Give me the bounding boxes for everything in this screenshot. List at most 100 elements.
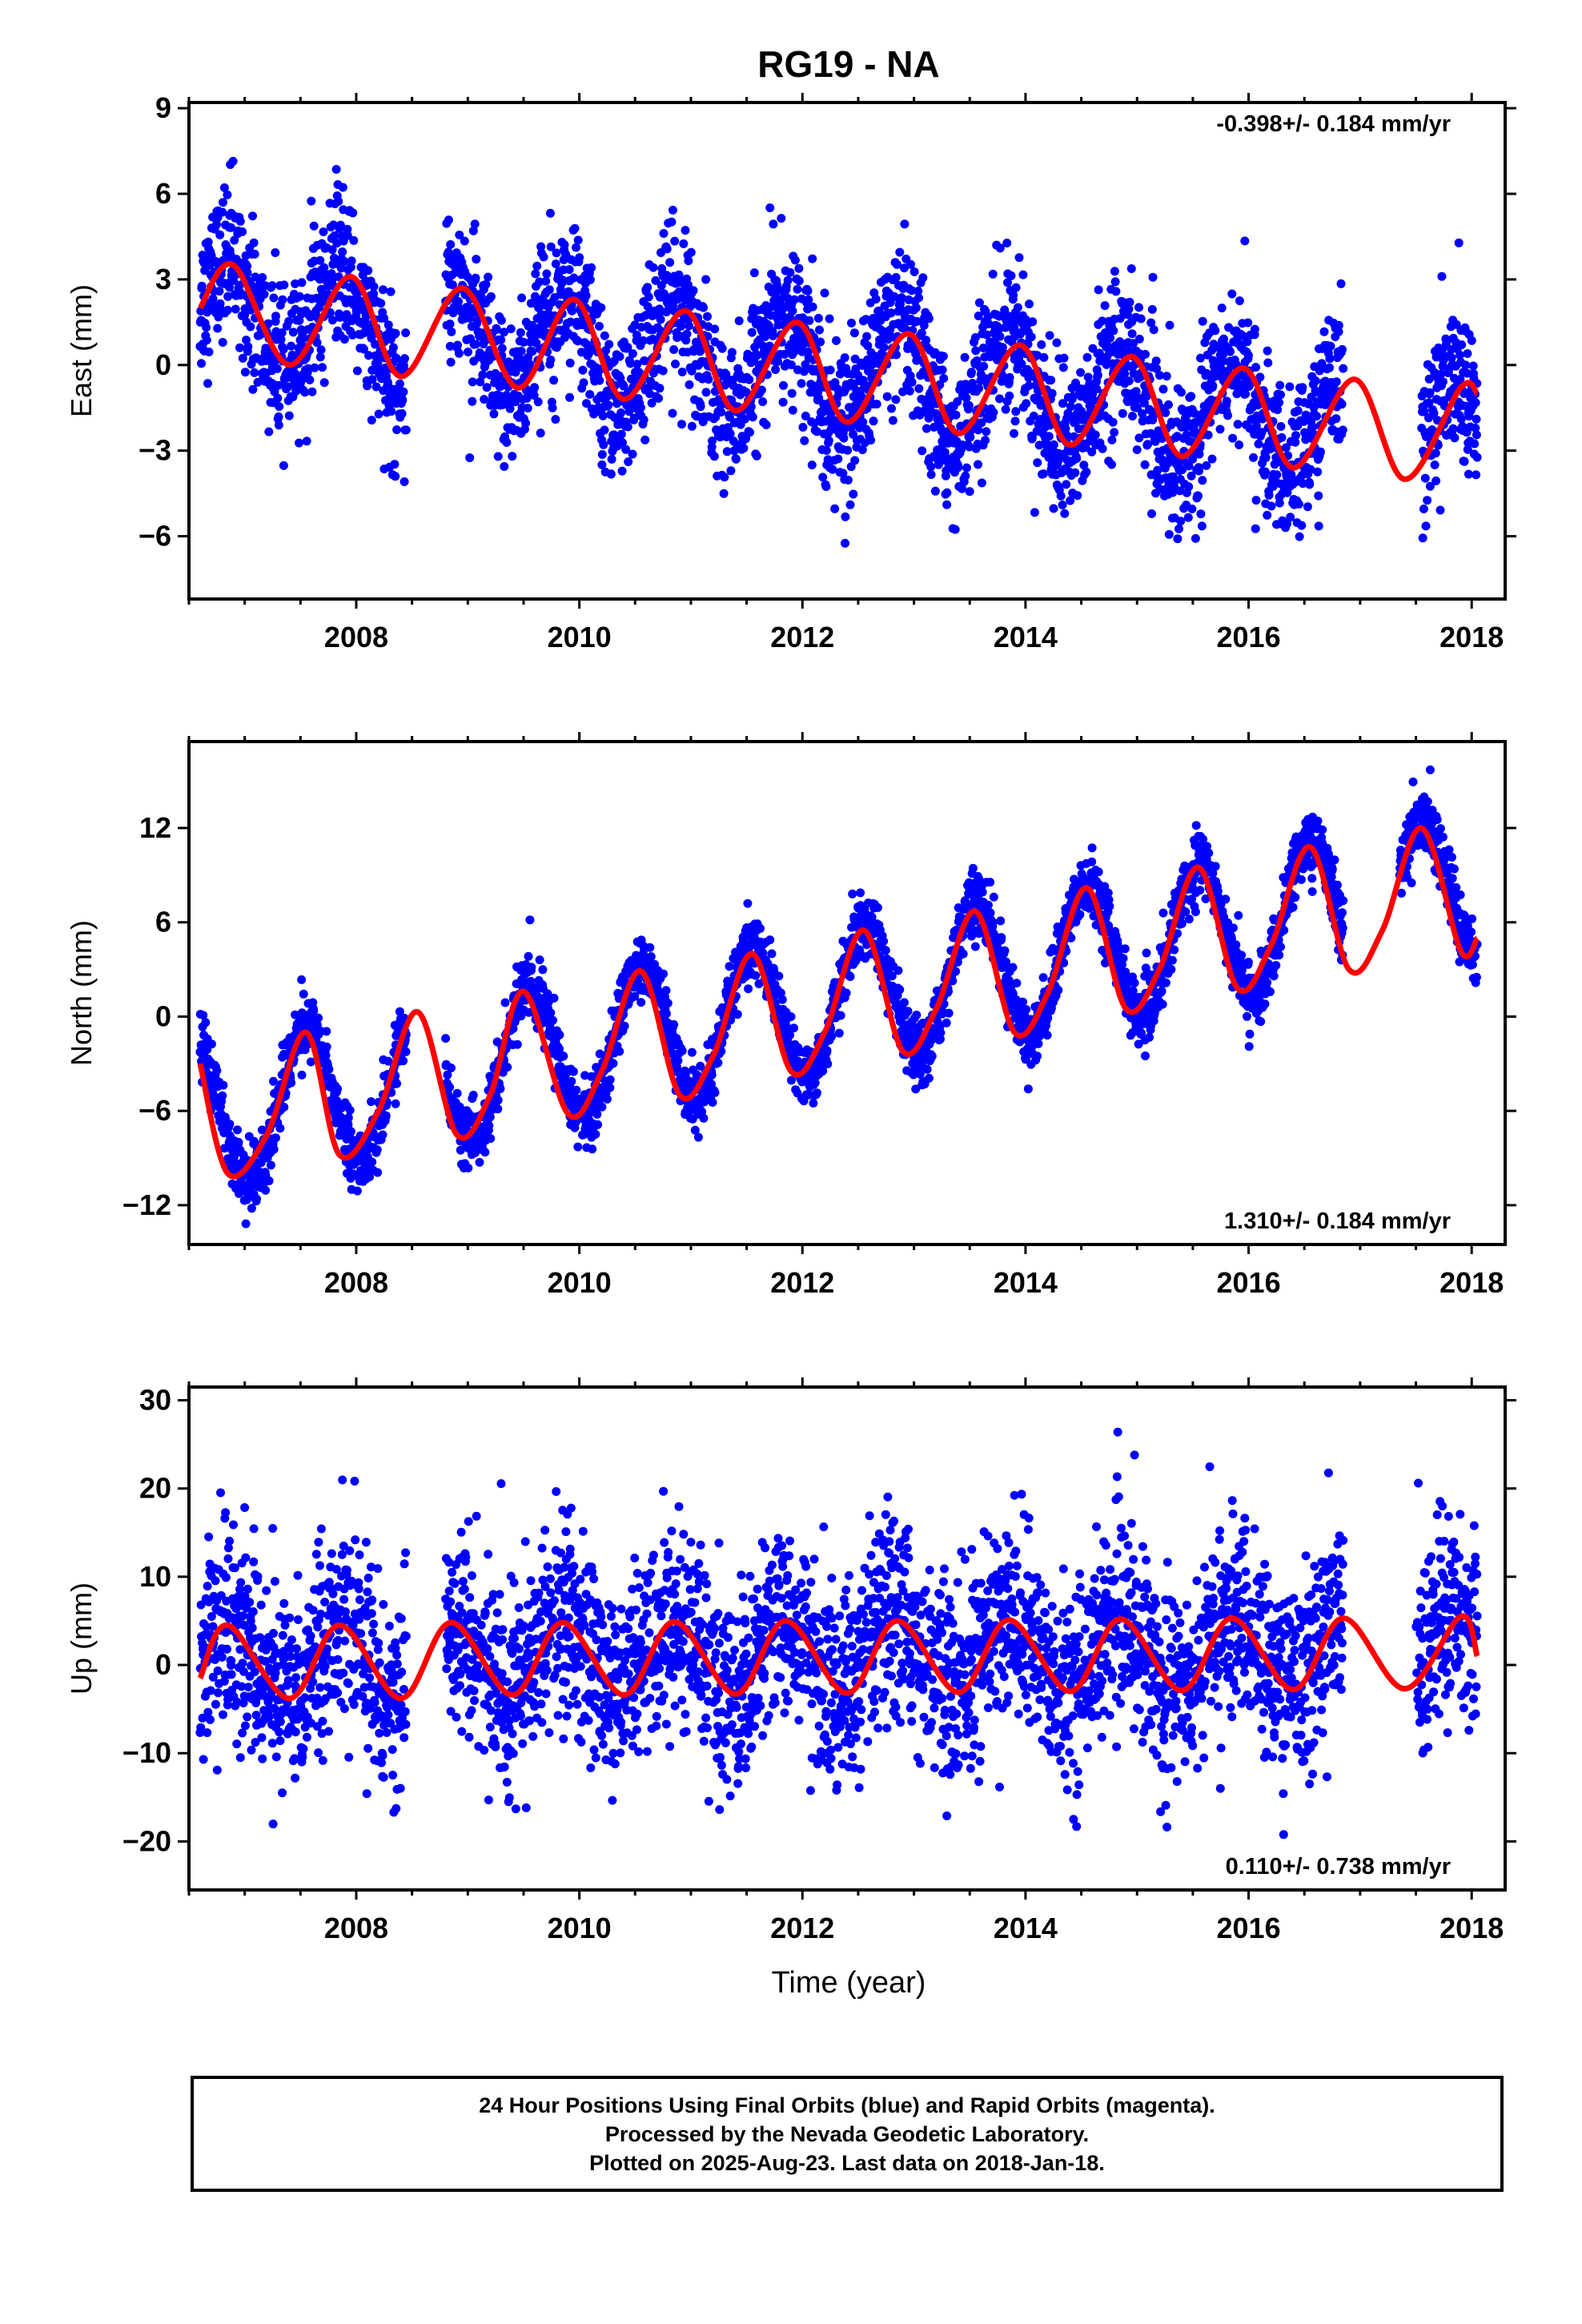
data-point: [879, 343, 889, 352]
data-point: [542, 269, 552, 279]
data-point: [1249, 452, 1258, 462]
data-point: [835, 369, 845, 379]
data-point: [1276, 390, 1285, 400]
data-point: [841, 512, 850, 521]
data-point: [1143, 440, 1152, 449]
data-point: [778, 397, 788, 407]
data-point: [546, 1008, 556, 1018]
data-point: [847, 318, 856, 328]
data-point: [849, 328, 859, 338]
data-point: [1005, 372, 1014, 382]
data-point: [716, 432, 725, 442]
data-point: [505, 404, 515, 413]
data-point: [241, 1219, 251, 1228]
data-point: [219, 198, 227, 207]
data-point: [250, 249, 259, 259]
data-point: [1134, 334, 1144, 344]
data-point: [727, 348, 737, 357]
data-point: [1025, 300, 1034, 309]
data-point: [468, 226, 478, 235]
data-point: [1111, 287, 1121, 296]
data-point: [659, 969, 669, 979]
data-point: [977, 478, 986, 488]
x-tick-label: 2016: [1217, 621, 1281, 653]
data-point: [608, 1059, 618, 1068]
data-point: [1148, 272, 1158, 282]
data-point: [1436, 369, 1446, 379]
data-point: [279, 460, 288, 470]
data-point: [1047, 388, 1057, 398]
data-point: [1115, 337, 1125, 347]
data-point: [1126, 264, 1136, 273]
data-point: [497, 344, 507, 353]
data-point: [1132, 445, 1142, 455]
data-point: [906, 259, 915, 269]
data-point: [1046, 376, 1056, 385]
data-point: [1174, 524, 1183, 533]
data-point: [1164, 400, 1173, 409]
data-point: [378, 1130, 387, 1140]
data-point: [363, 266, 373, 275]
data-point: [717, 408, 726, 417]
data-point: [1109, 326, 1118, 336]
data-point: [321, 1051, 331, 1060]
data-point: [1011, 407, 1021, 416]
data-point: [395, 1007, 404, 1016]
data-point: [771, 288, 781, 298]
data-point: [803, 286, 813, 296]
data-point: [1319, 327, 1329, 336]
data-point: [1243, 337, 1252, 347]
data-point: [733, 1010, 742, 1019]
data-point: [1338, 425, 1347, 435]
data-point: [1197, 521, 1207, 531]
data-point: [297, 975, 307, 984]
data-point: [1454, 238, 1464, 247]
data-point: [259, 290, 269, 299]
velocity-annotation: -0.398+/- 0.184 mm/yr: [1216, 111, 1451, 137]
data-point: [921, 336, 931, 345]
data-point: [235, 216, 245, 226]
data-point: [807, 460, 817, 470]
data-point: [264, 427, 274, 436]
data-point: [478, 370, 488, 380]
data-point: [845, 500, 855, 509]
data-point: [600, 331, 609, 340]
data-point: [926, 470, 936, 480]
x-tick-label: 2012: [770, 621, 834, 653]
data-point: [539, 323, 548, 332]
data-point: [970, 333, 980, 342]
data-point: [757, 385, 766, 395]
data-point: [1240, 236, 1250, 246]
data-point: [339, 257, 349, 266]
data-point: [1107, 435, 1117, 444]
data-point: [361, 312, 371, 320]
data-point: [825, 365, 835, 375]
data-point: [445, 341, 455, 351]
data-point: [392, 425, 402, 435]
data-point: [247, 1204, 256, 1213]
data-point: [905, 386, 914, 396]
data-point: [318, 363, 327, 372]
data-point: [1066, 496, 1075, 505]
data-point: [1070, 468, 1080, 477]
data-point: [663, 999, 673, 1008]
data-point: [1277, 432, 1287, 442]
data-point: [961, 471, 970, 480]
data-point: [815, 325, 824, 335]
data-point: [201, 1018, 211, 1027]
data-point: [997, 376, 1006, 386]
data-point: [682, 329, 692, 339]
data-point: [823, 455, 833, 464]
data-point: [1314, 491, 1323, 501]
data-point: [1098, 444, 1107, 453]
data-point: [523, 404, 532, 413]
data-point: [336, 263, 346, 273]
data-point: [319, 263, 329, 272]
data-point: [387, 407, 396, 416]
data-point: [828, 464, 837, 474]
data-point: [958, 484, 967, 493]
data-point: [942, 488, 952, 497]
data-point: [900, 263, 909, 273]
data-point: [455, 230, 464, 239]
